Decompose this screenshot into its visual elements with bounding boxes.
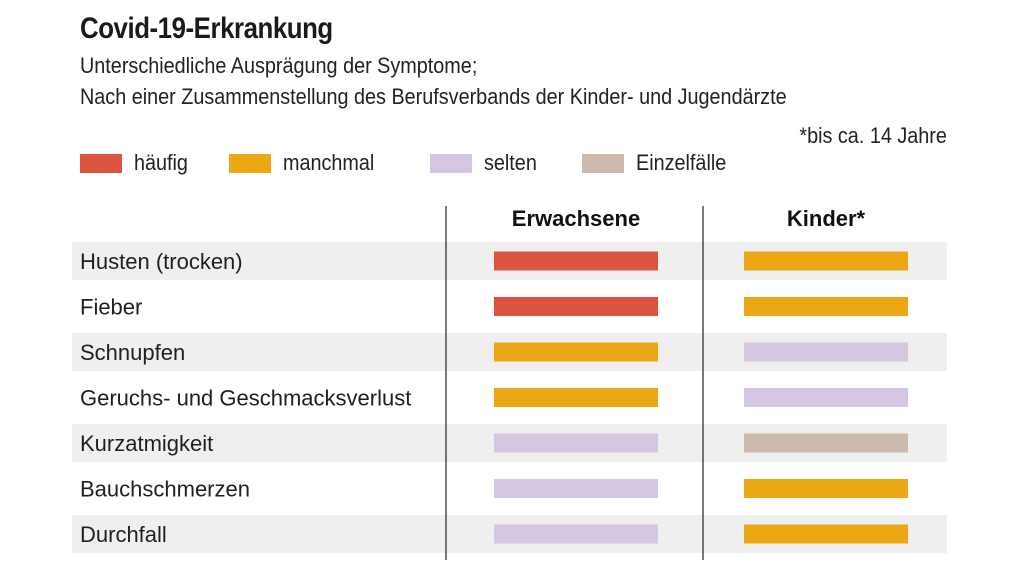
row-label-3: Schnupfen: [80, 340, 185, 365]
bar-row-5-col-2: [744, 433, 908, 453]
legend-swatch-manchmal: [229, 154, 271, 173]
legend-swatch-haeufig: [80, 154, 122, 173]
row-label-4: Geruchs- und Geschmacksverlust: [80, 386, 411, 411]
bar-row-2-col-1: [494, 297, 658, 316]
bar-row-2-col-2: [744, 297, 908, 316]
chart-title: Covid-19-Erkrankung: [80, 12, 333, 45]
column-header-1: Erwachsene: [512, 206, 640, 231]
row-label-6: Bauchschmerzen: [80, 477, 250, 502]
legend-label-manchmal: manchmal: [283, 150, 375, 175]
row-label-1: Husten (trocken): [80, 249, 243, 274]
bar-row-7-col-1: [494, 524, 658, 544]
bar-row-4-col-1: [494, 388, 658, 407]
chart-footnote: *bis ca. 14 Jahre: [799, 123, 947, 148]
chart-subtitle-line-1: Unterschiedliche Ausprägung der Symptome…: [80, 53, 478, 78]
legend-label-einzelfaelle: Einzelfälle: [636, 150, 727, 175]
legend-label-selten: selten: [484, 150, 537, 175]
bar-row-1-col-2: [744, 251, 908, 271]
bar-row-3-col-2: [744, 342, 908, 362]
bar-row-7-col-2: [744, 524, 908, 544]
legend-swatch-einzelfaelle: [582, 154, 624, 173]
bar-row-4-col-2: [744, 388, 908, 407]
bar-row-5-col-1: [494, 433, 658, 453]
column-header-2: Kinder*: [787, 206, 866, 231]
bar-row-1-col-1: [494, 251, 658, 271]
row-label-2: Fieber: [80, 295, 142, 320]
legend-swatch-selten: [430, 154, 472, 173]
chart-subtitle-line-2: Nach einer Zusammenstellung des Berufsve…: [80, 84, 787, 109]
bar-row-6-col-2: [744, 479, 908, 498]
bar-row-6-col-1: [494, 479, 658, 498]
bar-row-3-col-1: [494, 342, 658, 362]
row-label-7: Durchfall: [80, 522, 167, 547]
legend-label-haeufig: häufig: [134, 150, 188, 175]
row-label-5: Kurzatmigkeit: [80, 431, 213, 456]
